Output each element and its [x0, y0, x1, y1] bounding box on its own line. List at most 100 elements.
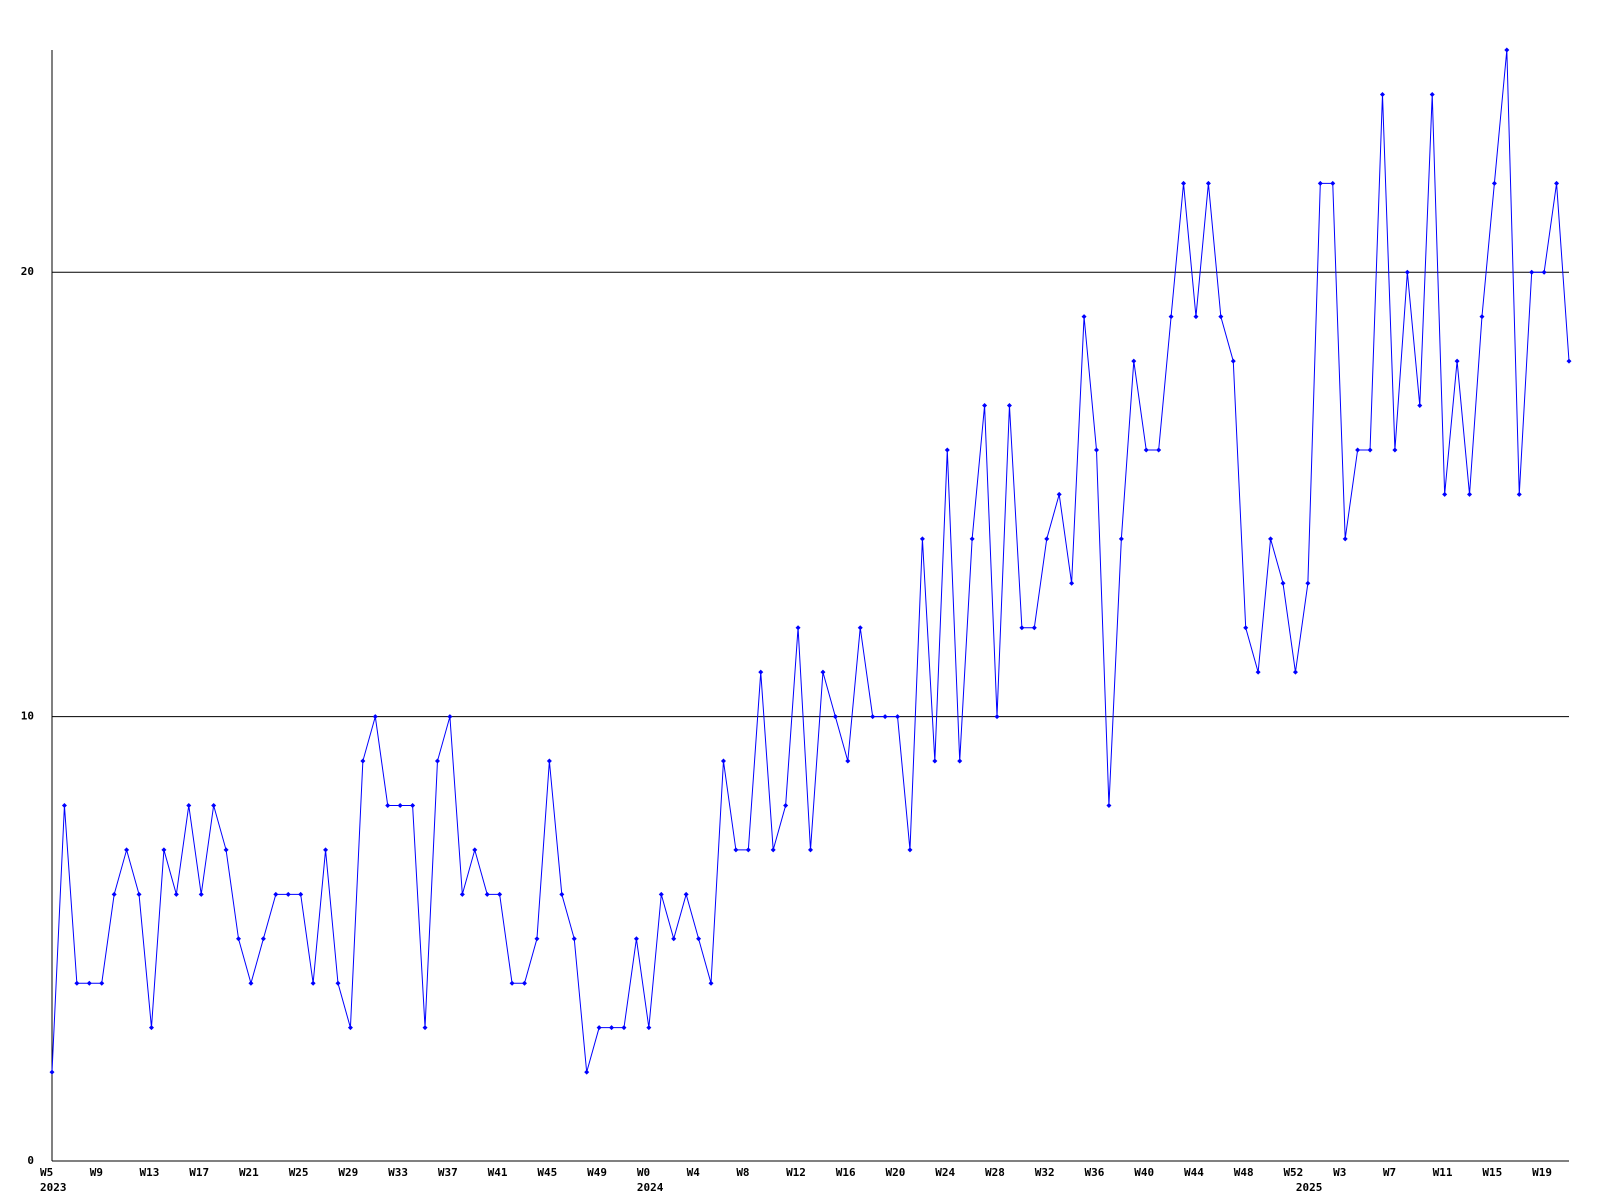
point-marker — [1442, 491, 1448, 497]
point-marker — [397, 802, 403, 808]
point-marker — [459, 891, 465, 897]
point-marker — [223, 847, 229, 853]
point-marker — [1131, 358, 1137, 364]
point-marker — [795, 625, 801, 631]
point-marker — [1479, 314, 1485, 320]
point-marker — [1069, 580, 1075, 586]
x-tick-label: W7 — [1383, 1166, 1396, 1179]
point-marker — [745, 847, 751, 853]
point-marker — [1367, 447, 1373, 453]
point-marker — [522, 980, 528, 986]
x-tick-label: W45 — [537, 1166, 557, 1179]
point-marker — [758, 669, 764, 675]
point-marker — [1230, 358, 1236, 364]
point-marker — [260, 936, 266, 942]
point-marker — [770, 847, 776, 853]
point-marker — [385, 802, 391, 808]
line — [51, 49, 1570, 1073]
point-marker — [509, 980, 515, 986]
point-marker — [808, 847, 813, 853]
point-marker — [895, 714, 901, 720]
x-tick-label: W41 — [488, 1166, 508, 1179]
x-tick-label: W52 — [1283, 1166, 1303, 1179]
point-marker — [447, 714, 453, 720]
x-tick-label: W9 — [90, 1166, 103, 1179]
point-marker — [596, 1025, 602, 1031]
point-marker — [919, 536, 925, 542]
point-marker — [720, 758, 726, 764]
point-marker — [1143, 447, 1149, 453]
x-tick-label: W11 — [1433, 1166, 1453, 1179]
point-marker — [1218, 314, 1224, 320]
x-tick-label: W33 — [388, 1166, 408, 1179]
point-marker — [621, 1025, 627, 1031]
point-marker — [683, 891, 689, 897]
point-marker — [1280, 580, 1286, 586]
point-marker — [907, 847, 913, 853]
x-tick-label: W19 — [1532, 1166, 1552, 1179]
point-marker — [1379, 91, 1385, 97]
point-marker — [236, 936, 242, 942]
point-marker — [1031, 625, 1037, 631]
point-marker — [74, 980, 80, 986]
point-marker — [857, 625, 863, 631]
point-marker — [609, 1025, 615, 1031]
x-tick-label: W48 — [1234, 1166, 1254, 1179]
point-marker — [1504, 47, 1510, 53]
point-marker — [845, 758, 851, 764]
point-marker — [1516, 491, 1522, 497]
point-marker — [1093, 447, 1099, 453]
point-marker — [1541, 269, 1547, 275]
x-tick-label: W24 — [935, 1166, 955, 1179]
x-tick-label: W16 — [836, 1166, 856, 1179]
x-tick-label: W44 — [1184, 1166, 1204, 1179]
point-marker — [186, 802, 192, 808]
point-marker — [1205, 180, 1211, 186]
point-marker — [248, 980, 254, 986]
point-marker — [783, 802, 789, 808]
point-marker — [534, 936, 540, 942]
point-marker — [472, 847, 478, 853]
point-marker — [111, 891, 117, 897]
point-marker — [1317, 180, 1323, 186]
point-marker — [335, 980, 341, 986]
point-marker — [546, 758, 552, 764]
x-tick-label: W49 — [587, 1166, 607, 1179]
x-tick-label: W40 — [1134, 1166, 1154, 1179]
point-marker — [1342, 536, 1348, 542]
point-marker — [99, 980, 105, 986]
point-marker — [1330, 180, 1336, 186]
x-tick-label: W5 — [40, 1166, 53, 1179]
point-marker — [1081, 314, 1087, 320]
point-marker — [1193, 314, 1199, 320]
point-marker — [658, 891, 664, 897]
point-marker — [708, 980, 714, 986]
point-marker — [957, 758, 963, 764]
point-marker — [1156, 447, 1162, 453]
point-marker — [1044, 536, 1050, 542]
x-tick-label: W36 — [1084, 1166, 1104, 1179]
point-marker — [1467, 491, 1473, 497]
point-marker — [198, 891, 204, 897]
y-tick-label: 20 — [21, 265, 34, 278]
point-marker — [696, 936, 702, 942]
point-marker — [1355, 447, 1361, 453]
x-tick-label: W0 — [637, 1166, 650, 1179]
x-tick-label: W20 — [886, 1166, 906, 1179]
point-marker — [410, 802, 416, 808]
x-group-label: 2025 — [1296, 1181, 1323, 1194]
point-marker — [882, 714, 888, 720]
point-marker — [1181, 180, 1187, 186]
point-marker — [1168, 314, 1174, 320]
x-tick-label: W8 — [736, 1166, 749, 1179]
x-tick-label: W4 — [687, 1166, 701, 1179]
point-marker — [559, 891, 565, 897]
x-tick-label: W12 — [786, 1166, 806, 1179]
point-marker — [1056, 491, 1062, 497]
point-marker — [310, 980, 316, 986]
point-marker — [820, 669, 826, 675]
point-marker — [211, 802, 217, 808]
point-marker — [870, 714, 876, 720]
point-marker — [1554, 180, 1560, 186]
point-marker — [285, 891, 291, 897]
